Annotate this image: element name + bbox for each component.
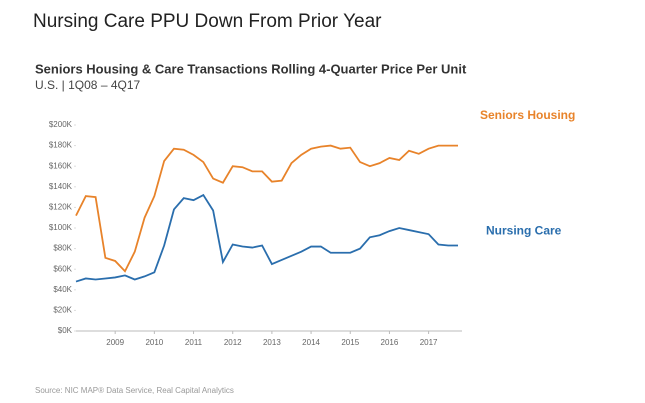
x-tick-label: 2009 <box>106 338 124 347</box>
y-tick-label: $40K <box>53 285 72 294</box>
y-tick-label: $60K <box>53 264 72 273</box>
series-label: Nursing Care <box>486 224 562 238</box>
y-tick-label: $20K <box>53 306 72 315</box>
y-tick-label: $160K <box>49 161 73 170</box>
x-tick-label: 2013 <box>263 338 281 347</box>
chart-subtitle: Seniors Housing & Care Transactions Roll… <box>35 61 467 76</box>
series-line <box>75 144 458 273</box>
chart-subtitle-2: U.S. | 1Q08 – 4Q17 <box>35 78 141 92</box>
series-label: Seniors Housing <box>480 108 575 122</box>
chart-title: Nursing Care PPU Down From Prior Year <box>33 11 382 32</box>
source-note: Source: NIC MAP® Data Service, Real Capi… <box>35 386 234 395</box>
x-tick-label: 2012 <box>224 338 242 347</box>
x-tick-label: 2011 <box>185 338 203 347</box>
x-tick-label: 2010 <box>145 338 163 347</box>
x-tick-label: 2017 <box>420 338 438 347</box>
x-tick-label: 2015 <box>341 338 359 347</box>
y-tick-label: $0K <box>58 326 73 335</box>
y-tick-label: $140K <box>49 182 73 191</box>
y-tick-label: $180K <box>49 141 73 150</box>
y-tick-label: $120K <box>49 203 73 212</box>
x-tick-label: 2016 <box>381 338 399 347</box>
x-tick-label: 2014 <box>302 338 320 347</box>
y-tick-label: $200K <box>49 120 73 129</box>
y-tick-label: $100K <box>49 223 73 232</box>
y-tick-label: $80K <box>53 244 72 253</box>
series-line <box>75 193 458 283</box>
